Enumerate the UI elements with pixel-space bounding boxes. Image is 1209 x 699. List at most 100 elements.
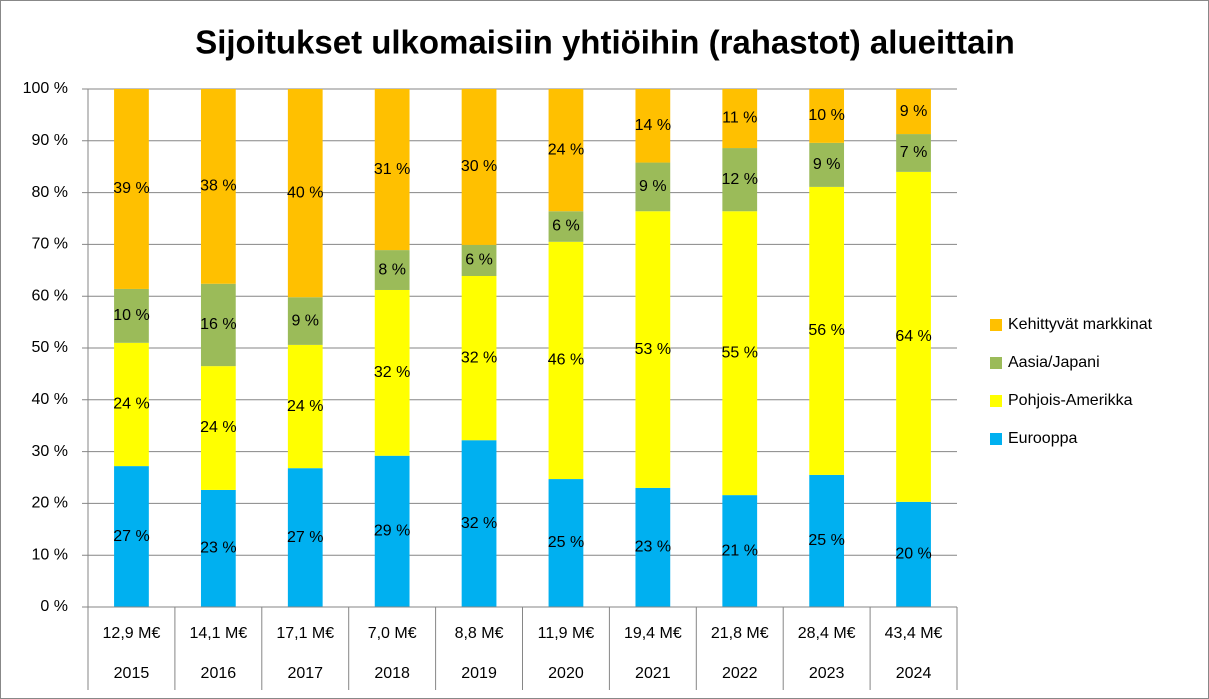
bar-segment <box>722 148 758 212</box>
data-label: 53 % <box>635 341 671 358</box>
data-label: 27 % <box>113 528 149 545</box>
data-label: 24 % <box>287 398 323 415</box>
data-label: 9 % <box>291 312 319 329</box>
data-label: 32 % <box>461 349 497 366</box>
bar-segment <box>114 466 149 607</box>
bar-segment <box>461 89 497 245</box>
x-tick-label: 11,9 M€ <box>538 625 595 642</box>
bar-segment <box>374 289 410 456</box>
data-label: 30 % <box>461 158 497 175</box>
data-label: 12 % <box>722 171 758 188</box>
data-label: 46 % <box>548 352 584 369</box>
chart-title: Sijoitukset ulkomaisiin yhtiöihin (rahas… <box>195 24 1015 61</box>
data-label: 10 % <box>808 107 844 124</box>
bar-segment <box>461 244 497 276</box>
data-label: 40 % <box>287 184 323 201</box>
data-label: 20 % <box>895 546 931 563</box>
bar-segment <box>635 487 671 607</box>
data-label: 7 % <box>900 144 928 161</box>
data-label: 25 % <box>548 534 584 551</box>
bar-segment <box>200 366 236 490</box>
data-label: 24 % <box>200 419 236 436</box>
data-label: 56 % <box>808 322 844 339</box>
bar-segment <box>548 211 584 242</box>
data-label: 14 % <box>635 117 671 134</box>
bar-segment <box>809 186 845 475</box>
y-tick-label: 10 % <box>32 546 68 563</box>
data-label: 8 % <box>378 261 406 278</box>
data-label: 24 % <box>113 396 149 413</box>
data-label: 29 % <box>374 523 410 540</box>
data-label: 23 % <box>200 540 236 557</box>
data-label: 10 % <box>113 307 149 324</box>
bar-segment <box>200 89 236 284</box>
x-tick-label: 2021 <box>635 665 671 682</box>
x-tick-label: 2022 <box>722 665 758 682</box>
data-label: 27 % <box>287 529 323 546</box>
bar-segment <box>635 89 671 163</box>
data-label: 23 % <box>635 539 671 556</box>
bar-segment <box>809 142 845 187</box>
legend-label: Kehittyvät markkinat <box>1008 316 1153 333</box>
bar-segment <box>200 283 236 367</box>
bar-segment <box>635 211 671 488</box>
data-label: 9 % <box>639 178 667 195</box>
x-tick-label: 2017 <box>287 665 323 682</box>
bar-segment <box>287 297 323 345</box>
data-label: 6 % <box>552 218 580 235</box>
legend-swatch <box>990 433 1002 445</box>
bar-segment <box>722 495 758 607</box>
bar-segment <box>722 89 758 149</box>
y-tick-label: 20 % <box>32 495 68 512</box>
x-tick-label: 17,1 M€ <box>276 625 334 642</box>
x-tick-label: 2020 <box>548 665 584 682</box>
x-tick-label: 12,9 M€ <box>103 625 161 642</box>
x-tick-label: 19,4 M€ <box>624 625 682 642</box>
bar-segment <box>461 440 497 607</box>
data-label: 6 % <box>465 252 493 269</box>
x-tick-label: 28,4 M€ <box>798 625 856 642</box>
x-tick-label: 2016 <box>201 665 237 682</box>
y-tick-label: 50 % <box>32 339 68 356</box>
data-label: 16 % <box>200 316 236 333</box>
data-label: 24 % <box>548 141 584 158</box>
y-tick-label: 100 % <box>23 80 68 97</box>
legend-swatch <box>990 319 1002 331</box>
data-label: 9 % <box>813 156 841 173</box>
data-label: 21 % <box>722 542 758 559</box>
bar-segment <box>896 171 931 502</box>
x-tick-label: 2023 <box>809 665 845 682</box>
x-tick-label: 14,1 M€ <box>189 625 247 642</box>
y-tick-label: 60 % <box>32 287 68 304</box>
x-tick-label: 2024 <box>896 665 932 682</box>
bar-segment <box>114 288 149 343</box>
bar-segment <box>896 134 931 172</box>
legend-swatch <box>990 395 1002 407</box>
bar-segment <box>809 474 845 607</box>
legend-label: Eurooppa <box>1008 430 1077 447</box>
y-tick-label: 30 % <box>32 443 68 460</box>
y-tick-label: 80 % <box>32 184 68 201</box>
x-tick-label: 2018 <box>374 665 410 682</box>
bar-segment <box>287 468 323 607</box>
bar-segment <box>548 89 584 212</box>
legend-label: Pohjois-Amerikka <box>1008 392 1133 409</box>
y-tick-label: 40 % <box>32 391 68 408</box>
bar-segment <box>896 501 931 607</box>
data-label: 32 % <box>461 515 497 532</box>
bar-segment <box>114 342 149 467</box>
bar-segment <box>374 455 410 607</box>
y-tick-label: 70 % <box>32 236 68 253</box>
bar-segment <box>374 250 410 290</box>
x-tick-label: 21,8 M€ <box>711 625 769 642</box>
bar-segment <box>809 89 845 143</box>
y-tick-label: 0 % <box>40 598 68 615</box>
bar-segment <box>722 211 758 496</box>
bar-segment <box>461 275 497 441</box>
x-tick-label: 2019 <box>461 665 497 682</box>
bar-segment <box>287 89 323 298</box>
bar-segment <box>374 89 410 251</box>
bar-segment <box>200 489 236 607</box>
